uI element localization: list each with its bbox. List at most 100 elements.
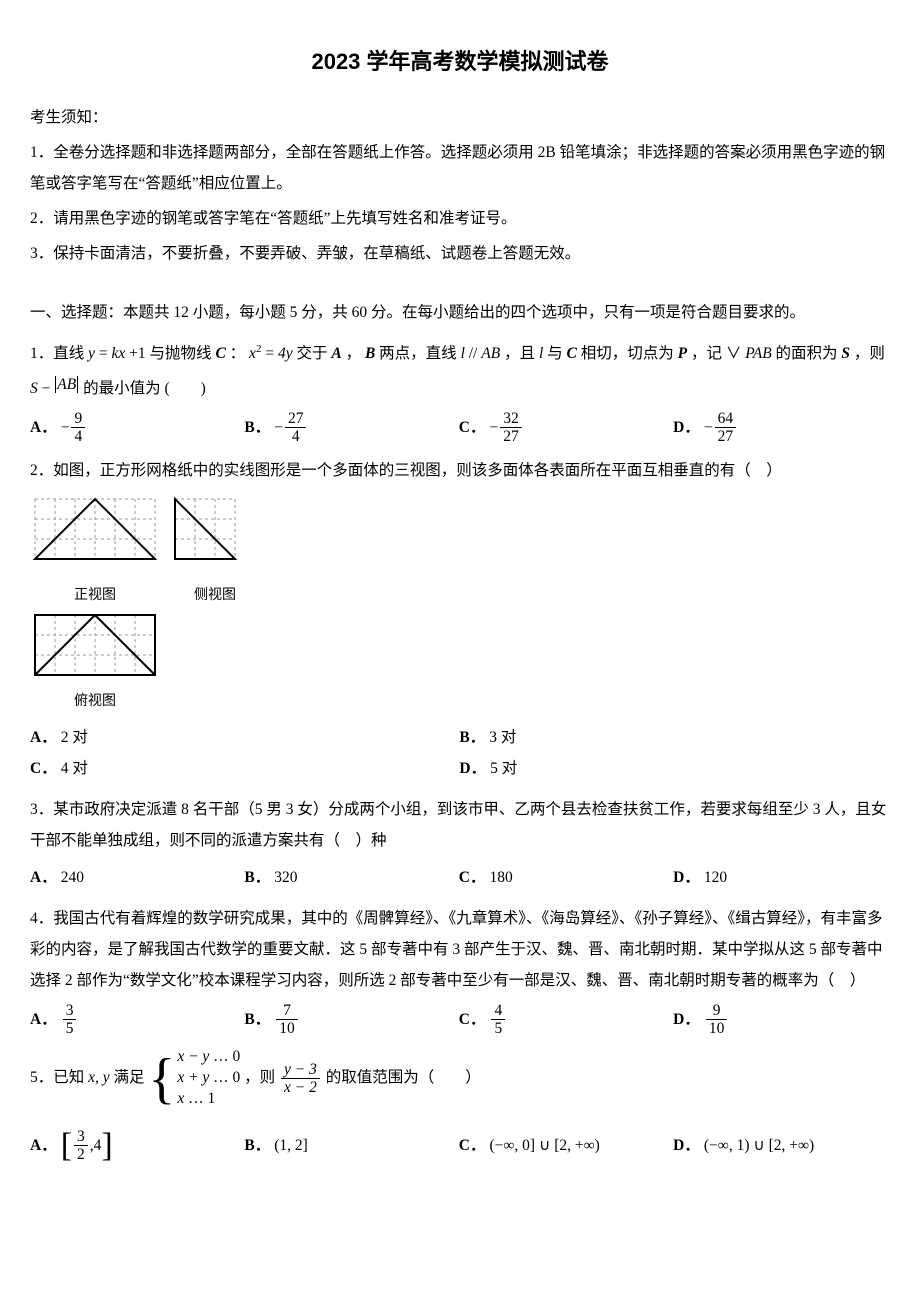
q5-d: (−∞, 1) ∪ [2, +∞) <box>704 1130 814 1161</box>
q1-b-den: 4 <box>285 427 307 445</box>
q1-eq-kx: kx <box>112 345 126 362</box>
q4-b-frac: 710 <box>276 1002 298 1037</box>
label-b5: B． <box>244 1130 270 1161</box>
side-view-svg <box>170 494 260 584</box>
q1-x: x <box>249 345 256 362</box>
q4-b-den: 10 <box>276 1019 298 1037</box>
q1-a-num: 9 <box>71 410 85 427</box>
q5-cases: x − y … 0 x + y … 0 x … 1 <box>177 1047 240 1110</box>
question-1: 1．直线 y = kx +1 与抛物线 C ： x2 = 4y 交于 A ， B… <box>30 338 890 445</box>
q2-text: 2．如图，正方形网格纸中的实线图形是一个多面体的三视图，则该多面体各表面所在平面… <box>30 455 890 486</box>
q5-rel3: … <box>184 1090 207 1107</box>
fig-side: 侧视图 <box>170 494 260 610</box>
lbracket: [ <box>61 1129 72 1163</box>
q5-option-a: A． [ 32 , 4 ] <box>30 1128 236 1163</box>
question-4: 4．我国古代有着辉煌的数学研究成果，其中的《周髀算经》、《九章算术》、《海岛算经… <box>30 903 890 1037</box>
q5-a-bracket: [ 32 , 4 ] <box>61 1128 113 1163</box>
q4-a-frac: 35 <box>63 1002 77 1037</box>
q3-option-c: C．180 <box>459 862 665 893</box>
q1-C2: C <box>567 345 577 362</box>
q1-d-frac: 6427 <box>715 410 737 445</box>
q3-a: 240 <box>61 862 84 893</box>
q1-b-frac: 274 <box>285 410 307 445</box>
q1-b-num: 27 <box>285 410 307 427</box>
q1-mid5: 与 <box>547 345 566 362</box>
front-view-svg <box>30 494 160 584</box>
q5-a-r: 4 <box>94 1130 102 1161</box>
q5-den: x − 2 <box>281 1078 320 1096</box>
top-caption: 俯视图 <box>30 688 160 716</box>
q1-P: P <box>678 345 687 362</box>
q1-d-neg: − <box>704 412 713 443</box>
fig-front: 正视图 <box>30 494 160 610</box>
q3-b: 320 <box>274 862 297 893</box>
q5-c: (−∞, 0] ∪ [2, +∞) <box>489 1130 599 1161</box>
q5-c2l: x + y <box>177 1069 209 1086</box>
q1-pre: 1．直线 <box>30 345 88 362</box>
q3-c: 180 <box>489 862 512 893</box>
q5-mid: 满足 <box>114 1069 149 1086</box>
q1-mid3: 两点，直线 <box>379 345 460 362</box>
q5-c1r: 0 <box>233 1048 241 1065</box>
q5-then: ，则 <box>244 1069 279 1086</box>
q1-a-frac: 94 <box>71 410 85 445</box>
q4-d-num: 9 <box>706 1002 728 1019</box>
q4-c-frac: 45 <box>491 1002 505 1037</box>
label-a5: A． <box>30 1130 57 1161</box>
q1-tail2: 的最小值为 ( ) <box>83 380 206 397</box>
q2-d-text: 5 对 <box>490 753 517 784</box>
q1-options: A． − 94 B． − 274 C． − 3227 D． − 6427 <box>30 410 890 445</box>
q4-option-d: D． 910 <box>673 1002 879 1037</box>
q1-a-den: 4 <box>71 427 85 445</box>
q1-colon: ： <box>230 345 246 362</box>
option-label-c: C． <box>459 412 486 443</box>
q1-c-frac: 3227 <box>500 410 522 445</box>
q5-a-num: 3 <box>74 1128 88 1145</box>
q4-option-c: C．45 <box>459 1002 665 1037</box>
q1-equals-2: = <box>265 345 278 362</box>
q1-minus: − <box>42 380 55 397</box>
q4-option-b: B．710 <box>244 1002 450 1037</box>
q3-d: 120 <box>704 862 727 893</box>
q2-b-text: 3 对 <box>489 722 516 753</box>
label-a: A． <box>30 722 57 753</box>
q1-absAB: AB <box>57 369 76 400</box>
option-label-b: B． <box>244 412 270 443</box>
q1-mid6: 相切，切点为 <box>581 345 678 362</box>
q3-option-b: B．320 <box>244 862 450 893</box>
q3-option-a: A．240 <box>30 862 236 893</box>
instruction-1: 1．全卷分选择题和非选择题两部分，全部在答题纸上作答。选择题必须用 2B 铅笔填… <box>30 137 890 199</box>
front-caption: 正视图 <box>30 582 160 610</box>
q5-brace: { x − y … 0 x + y … 0 x … 1 <box>148 1047 240 1110</box>
option-label-d: D． <box>673 412 700 443</box>
q1-4y: 4y <box>278 345 293 362</box>
q2-option-a: A．2 对 <box>30 722 451 753</box>
label-c4: C． <box>459 1004 486 1035</box>
label-c: C． <box>30 753 57 784</box>
label-a4: A． <box>30 1004 57 1035</box>
q3-options: A．240 B．320 C．180 D．120 <box>30 862 890 893</box>
q2-option-d: D．5 对 <box>459 753 880 784</box>
q4-b-num: 7 <box>276 1002 298 1019</box>
q1-c-neg: − <box>489 412 498 443</box>
q4-options: A．35 B．710 C．45 D．910 <box>30 1002 890 1037</box>
q5-b: (1, 2] <box>274 1130 308 1161</box>
q1-d-den: 27 <box>715 427 737 445</box>
q5-tail: 的取值范围为（ ） <box>326 1069 481 1086</box>
q1-a-neg: − <box>61 412 70 443</box>
q4-option-a: A．35 <box>30 1002 236 1037</box>
label-b: B． <box>459 722 485 753</box>
q4-d-den: 10 <box>706 1019 728 1037</box>
label-d4: D． <box>673 1004 700 1035</box>
q1-eq-y: y <box>88 345 95 362</box>
rbracket: ] <box>101 1129 112 1163</box>
q2-option-b: B．3 对 <box>459 722 880 753</box>
q5-xy: x, y <box>88 1069 110 1086</box>
q5-option-d: D．(−∞, 1) ∪ [2, +∞) <box>673 1128 879 1163</box>
q4-a-den: 5 <box>63 1019 77 1037</box>
q5-rel1: … <box>209 1048 232 1065</box>
brace-left: { <box>148 1051 175 1107</box>
label-a3: A． <box>30 862 57 893</box>
q5-option-b: B．(1, 2] <box>244 1128 450 1163</box>
label-c5: C． <box>459 1130 486 1161</box>
